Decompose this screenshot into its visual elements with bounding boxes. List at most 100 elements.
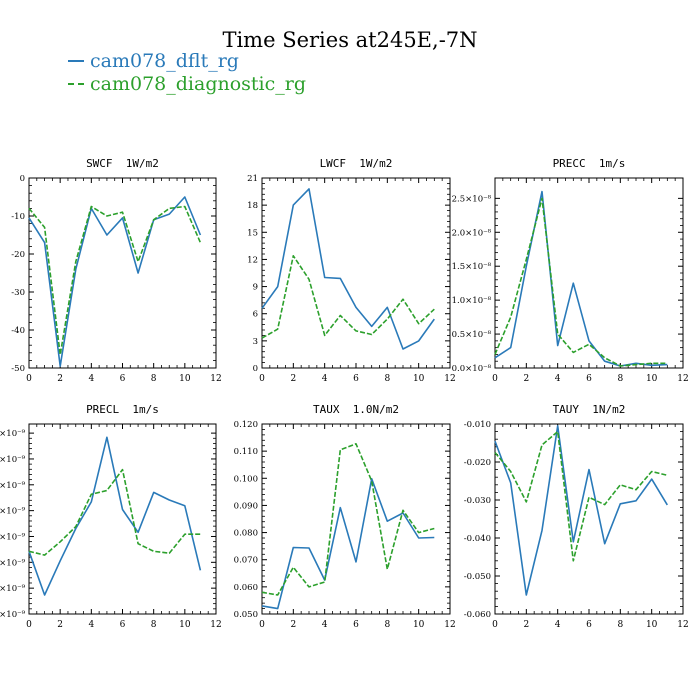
x-tick-label: 2 bbox=[523, 620, 529, 630]
y-tick-label: 0.070 bbox=[234, 556, 258, 566]
page-title: Time Series at245E,-7N bbox=[222, 28, 478, 52]
chart-panel: SWCF 1W/m2 0 2 4 6 8 10 12 -50 -40 -30 -20 -10 0 bbox=[11, 157, 221, 384]
chart-panel: TAUX 1.0N/m2 0 2 4 6 8 10 12 0.050 0.060 0.070 0.08… bbox=[234, 403, 456, 630]
plot-frame bbox=[494, 423, 684, 615]
y-tick-label: -0.030 bbox=[464, 496, 491, 506]
plot-frame bbox=[261, 177, 451, 369]
x-tick-label: 4 bbox=[322, 620, 328, 630]
y-tick-label: -10 bbox=[11, 212, 25, 222]
y-tick-label: 0 bbox=[253, 364, 258, 374]
y-tick-label: -30 bbox=[11, 288, 25, 298]
x-tick-label: 10 bbox=[646, 374, 658, 384]
y-tick-label: 0.090 bbox=[234, 501, 258, 511]
chart-title: LWCF 1W/m2 bbox=[320, 157, 393, 170]
y-tick-label: 0×10⁻⁹ bbox=[0, 610, 26, 620]
y-tick-label: 0×10⁻⁹ bbox=[0, 584, 26, 594]
y-tick-label: -40 bbox=[11, 326, 25, 336]
chart-title: PRECC 1m/s bbox=[553, 157, 626, 170]
y-tick-label: 0.060 bbox=[234, 583, 258, 593]
x-tick-label: 8 bbox=[384, 374, 390, 384]
series-line-dflt bbox=[261, 188, 435, 350]
x-tick-label: 6 bbox=[353, 374, 359, 384]
x-tick-label: 12 bbox=[444, 620, 455, 630]
y-tick-label: 0×10⁻⁹ bbox=[0, 532, 26, 542]
x-tick-label: 0 bbox=[259, 374, 265, 384]
x-tick-label: 0 bbox=[26, 374, 32, 384]
legend-swatch bbox=[68, 83, 84, 85]
y-tick-label: 2.5×10⁻⁸ bbox=[452, 194, 492, 204]
x-tick-label: 2 bbox=[290, 374, 296, 384]
x-tick-label: 0 bbox=[26, 620, 32, 630]
x-tick-label: 6 bbox=[586, 620, 592, 630]
y-tick-label: 0.5×10⁻⁸ bbox=[452, 330, 492, 340]
y-tick-label: 6 bbox=[253, 310, 258, 320]
y-tick-label: 12 bbox=[247, 255, 258, 265]
x-tick-label: 0 bbox=[492, 374, 498, 384]
x-tick-label: 10 bbox=[646, 620, 658, 630]
y-tick-label: 0×10⁻⁹ bbox=[0, 507, 26, 517]
series-line-diagnostic bbox=[28, 205, 202, 356]
x-tick-label: 4 bbox=[322, 374, 328, 384]
x-tick-label: 8 bbox=[617, 620, 623, 630]
x-tick-label: 12 bbox=[677, 374, 688, 384]
y-tick-label: 15 bbox=[247, 228, 258, 238]
x-tick-label: 0 bbox=[492, 620, 498, 630]
legend-label: cam078_dflt_rg bbox=[90, 50, 239, 72]
series-line-diagnostic bbox=[261, 442, 435, 596]
x-tick-label: 12 bbox=[210, 374, 221, 384]
y-tick-label: 18 bbox=[247, 201, 258, 211]
y-tick-label: 1.0×10⁻⁸ bbox=[452, 296, 492, 306]
x-tick-label: 2 bbox=[290, 620, 296, 630]
y-tick-label: -0.010 bbox=[464, 420, 491, 430]
y-tick-label: 0 bbox=[20, 174, 25, 184]
chart-panel: LWCF 1W/m2 0 2 4 6 8 10 12 0 3 6 9 12 15 18 21 bbox=[247, 157, 456, 384]
x-tick-label: 2 bbox=[57, 620, 63, 630]
y-tick-label: 0×10⁻⁹ bbox=[0, 481, 26, 491]
x-tick-label: 8 bbox=[384, 620, 390, 630]
series-line-diagnostic bbox=[494, 430, 668, 562]
y-tick-label: 1.5×10⁻⁸ bbox=[452, 262, 492, 272]
y-tick-label: 0.100 bbox=[234, 474, 258, 484]
series-line-diagnostic bbox=[494, 197, 668, 367]
x-tick-label: 0 bbox=[259, 620, 265, 630]
chart-title: TAUY 1N/m2 bbox=[553, 403, 626, 416]
series-line-dflt bbox=[28, 436, 202, 596]
y-tick-label: 0.050 bbox=[234, 610, 258, 620]
series-line-dflt bbox=[28, 196, 202, 367]
x-tick-label: 4 bbox=[88, 374, 94, 384]
y-tick-label: -20 bbox=[11, 250, 25, 260]
chart-title: SWCF 1W/m2 bbox=[86, 157, 159, 170]
x-tick-label: 2 bbox=[57, 374, 63, 384]
legend-entry-diagnostic: cam078_diagnostic_rg bbox=[68, 73, 306, 95]
y-tick-label: 0×10⁻⁹ bbox=[0, 558, 26, 568]
x-tick-label: 10 bbox=[413, 374, 425, 384]
series-line-dflt bbox=[494, 425, 668, 596]
y-tick-label: 0.110 bbox=[234, 447, 258, 457]
legend-label: cam078_diagnostic_rg bbox=[90, 73, 307, 95]
legend-swatch bbox=[68, 60, 84, 62]
chart-panel: TAUY 1N/m2 0 2 4 6 8 10 12 -0.060 -0.050 -0.040 -0.… bbox=[464, 403, 689, 630]
x-tick-label: 6 bbox=[120, 620, 126, 630]
chart-title: PRECL 1m/s bbox=[86, 403, 159, 416]
x-tick-label: 4 bbox=[88, 620, 94, 630]
y-tick-label: -0.060 bbox=[464, 610, 491, 620]
x-tick-label: 4 bbox=[555, 620, 561, 630]
x-tick-label: 10 bbox=[179, 374, 191, 384]
series-line-diagnostic bbox=[28, 468, 201, 556]
series-line-diagnostic bbox=[261, 255, 435, 339]
y-tick-label: 2.0×10⁻⁸ bbox=[452, 228, 492, 238]
x-tick-label: 8 bbox=[151, 620, 157, 630]
y-tick-label: -0.040 bbox=[464, 534, 491, 544]
y-tick-label: 0.0×10⁻⁸ bbox=[452, 364, 492, 374]
series-line-dflt bbox=[494, 190, 668, 367]
y-tick-label: 0.120 bbox=[234, 420, 258, 430]
y-tick-label: 9 bbox=[253, 283, 258, 293]
legend-entry-dflt: cam078_dflt_rg bbox=[68, 50, 239, 72]
y-tick-label: -0.050 bbox=[464, 572, 491, 582]
y-tick-label: 0×10⁻⁹ bbox=[0, 429, 26, 439]
x-tick-label: 6 bbox=[586, 374, 592, 384]
x-tick-label: 10 bbox=[179, 620, 191, 630]
x-tick-label: 8 bbox=[151, 374, 157, 384]
x-tick-label: 6 bbox=[353, 620, 359, 630]
